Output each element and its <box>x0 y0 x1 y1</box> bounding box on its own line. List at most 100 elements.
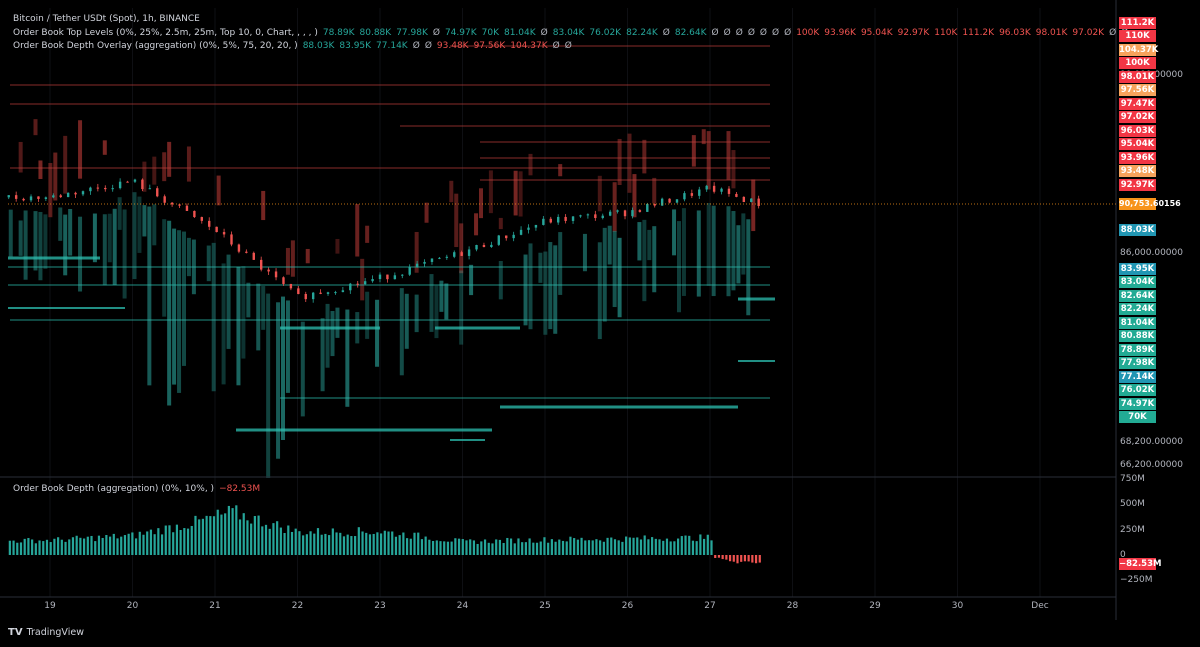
top-levels-value-2: 77.98K <box>396 28 428 38</box>
depth-bar <box>606 537 609 555</box>
depth-bar <box>149 529 153 555</box>
ask-heat-bar <box>474 213 479 236</box>
ask-heat-bar <box>216 175 221 206</box>
overlay-legend[interactable]: Order Book Depth Overlay (aggregation) (… <box>13 41 582 52</box>
bid-heat-bar <box>523 254 528 326</box>
bid-heat-bar <box>330 311 335 357</box>
candle-body <box>282 277 285 284</box>
depth-bar <box>469 539 472 555</box>
ask-heat-bar <box>63 135 68 194</box>
bid-heat-bar <box>58 207 63 241</box>
depth-bar <box>383 530 386 555</box>
ask-heat-bar <box>335 238 340 254</box>
depth-bar <box>725 555 728 560</box>
bid-heat-bar <box>444 283 449 320</box>
candle-body <box>401 274 404 276</box>
bid-heat-bar <box>439 280 444 312</box>
depth-bar <box>205 515 208 555</box>
depth-bar <box>558 539 561 555</box>
depth-bar <box>476 543 479 555</box>
depth-bar <box>198 519 201 555</box>
candle-body <box>727 188 731 194</box>
candle-body <box>237 244 241 252</box>
depth-bar <box>220 514 223 555</box>
depth-bar <box>420 539 424 555</box>
depth-bar <box>602 541 605 555</box>
depth-bar <box>19 542 23 555</box>
bid-heat-bar <box>63 214 68 276</box>
candle-body <box>705 185 708 190</box>
depth-bar <box>346 534 349 555</box>
bid-heat-bar <box>281 296 285 441</box>
depth-bar <box>57 537 60 555</box>
depth-bar <box>261 526 264 555</box>
brand[interactable]: TV TradingView <box>8 627 84 638</box>
ask-heat-bar <box>365 225 370 243</box>
bid-heat-bar <box>414 294 419 333</box>
depth-bar <box>543 537 546 555</box>
overlay-value-5: 93.48K <box>436 41 469 51</box>
candle-body <box>44 197 48 199</box>
depth-bar <box>116 538 119 555</box>
depth-bar <box>391 531 394 555</box>
bid-heat-bar <box>38 211 43 281</box>
depth-bar <box>495 539 498 555</box>
candle-body <box>720 188 723 192</box>
level-label: 81.04K <box>1119 317 1156 329</box>
candle-body <box>571 216 575 221</box>
depth-bar <box>424 536 427 555</box>
bid-heat-bar <box>162 219 167 317</box>
candle-body <box>81 191 85 195</box>
top-levels-value-4: 74.97K <box>444 28 477 38</box>
depth-bar <box>680 536 683 555</box>
ask-heat-bar <box>290 240 295 277</box>
bid-heat-bar <box>285 300 290 393</box>
top-levels-legend[interactable]: Order Book Top Levels (0%, 25%, 2.5m, 25… <box>13 28 1152 39</box>
candle-body <box>104 187 107 190</box>
depth-bar <box>754 555 758 564</box>
depth-bar <box>335 532 338 555</box>
time-tick-label: 24 <box>456 601 469 611</box>
symbol-legend[interactable]: Bitcoin / Tether USDt (Spot), 1h, BINANC… <box>13 14 205 25</box>
top-levels-value-28: 97.02K <box>1072 28 1105 38</box>
bid-heat-bar <box>182 231 186 366</box>
level-label: 82.24K <box>1119 303 1156 315</box>
depth-bar <box>539 541 542 555</box>
depth-bar <box>272 523 275 555</box>
time-tick-label: 27 <box>704 601 716 611</box>
candle-body <box>557 216 560 223</box>
candle-body <box>631 210 634 217</box>
depth-bar <box>632 537 635 555</box>
depth-bar <box>673 541 676 555</box>
depth-bar <box>625 536 628 555</box>
bid-heat-bar <box>167 220 172 406</box>
time-tick-label: 29 <box>869 601 881 611</box>
candle-body <box>735 193 738 197</box>
candle-body <box>542 218 545 225</box>
depth-bar <box>361 531 364 555</box>
price-tick-label: 68,200.00000 <box>1120 437 1183 447</box>
candle-body <box>616 210 619 212</box>
time-tick-label: 28 <box>786 601 799 611</box>
bid-heat-bar <box>681 208 686 296</box>
depth-bar <box>331 528 334 555</box>
ask-heat-bar <box>518 171 523 217</box>
candle-body <box>37 196 40 199</box>
depth-bar <box>587 540 591 555</box>
bid-heat-bar <box>736 225 741 284</box>
candle-body <box>297 288 300 294</box>
symbol-title: Bitcoin / Tether USDt (Spot), 1h, BINANC… <box>13 14 200 24</box>
ask-heat-bar <box>498 217 503 230</box>
candle-body <box>185 205 189 211</box>
depth-bar <box>524 542 527 555</box>
bid-heat-bar <box>612 230 617 308</box>
time-tick-label: 20 <box>126 601 139 611</box>
depth-legend[interactable]: Order Book Depth (aggregation) (0%, 10%,… <box>13 484 265 495</box>
bid-heat-bar <box>637 222 642 261</box>
level-label: 83.95K <box>1119 263 1156 275</box>
candle-body <box>326 292 330 294</box>
depth-bar <box>183 528 186 555</box>
depth-bar <box>728 555 732 562</box>
top-levels-value-22: 95.04K <box>860 28 893 38</box>
